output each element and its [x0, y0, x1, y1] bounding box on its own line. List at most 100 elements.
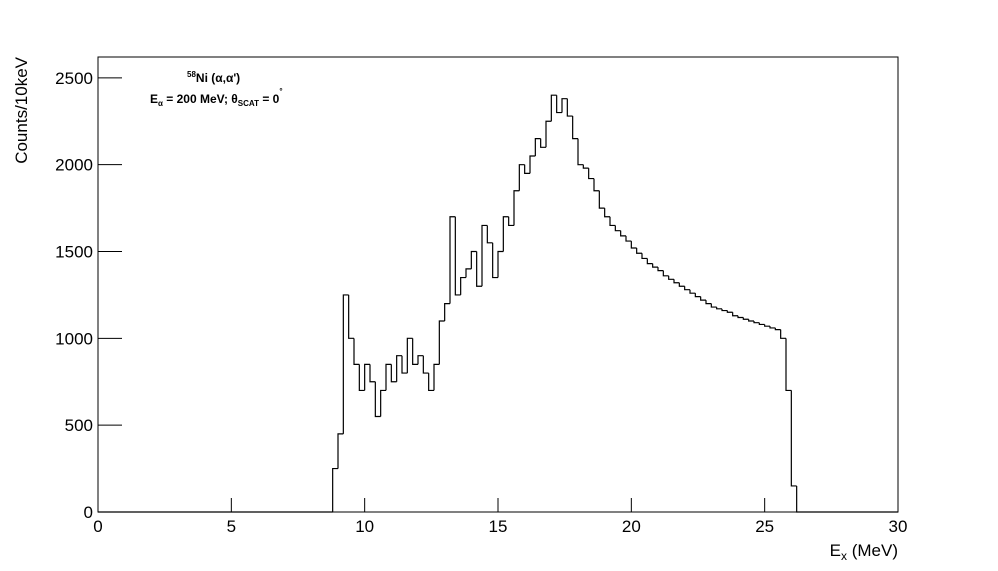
histogram-bin	[433, 363, 440, 391]
histogram-bin	[550, 94, 557, 122]
annotation-1: 58Ni (α,α')	[187, 70, 240, 85]
histogram-bin	[518, 164, 525, 191]
histogram-bin	[396, 355, 402, 382]
histogram-bin	[577, 138, 584, 166]
histogram-bin	[566, 98, 573, 117]
histogram-bin	[470, 250, 477, 269]
histogram-bin	[646, 258, 653, 265]
histogram-bin	[662, 270, 669, 277]
histogram-bin	[737, 315, 744, 319]
histogram-bin	[524, 164, 530, 174]
x-tick-label: 5	[227, 517, 236, 536]
histogram-bin	[641, 253, 648, 260]
histogram-bin	[561, 98, 568, 113]
histogram-bin	[796, 485, 898, 513]
histogram-bin	[630, 241, 637, 249]
x-axis-label: Ex (MeV)	[830, 541, 898, 563]
histogram-bin	[556, 95, 562, 114]
x-tick-label: 25	[755, 517, 774, 536]
histogram-bin	[625, 235, 632, 242]
x-tick-label: 30	[889, 517, 908, 536]
histogram-bin	[710, 303, 717, 308]
histogram-bin	[694, 293, 701, 298]
histogram-bin	[342, 294, 349, 434]
y-tick-label: 1000	[55, 329, 93, 348]
histogram-bin	[689, 289, 696, 294]
histogram-bin	[454, 216, 461, 296]
histogram-bin	[380, 389, 386, 417]
histogram-bin	[769, 326, 776, 329]
histogram-bin	[598, 190, 605, 209]
histogram-bin	[502, 216, 509, 252]
histogram-bin	[513, 190, 520, 226]
y-tick-label: 1500	[55, 243, 93, 262]
histogram-bin	[422, 355, 429, 374]
histogram-bin	[428, 373, 434, 392]
histogram-bin	[636, 248, 642, 254]
x-tick-label: 20	[622, 517, 641, 536]
histogram-bin	[790, 390, 797, 487]
y-tick-label: 500	[65, 416, 93, 435]
histogram-bin	[774, 327, 781, 331]
histogram-bin	[374, 381, 381, 418]
histogram-bin	[700, 296, 706, 301]
histogram-bin	[764, 324, 770, 327]
histogram-bin	[758, 322, 765, 326]
x-tick-label: 15	[489, 517, 508, 536]
histogram-bin	[406, 337, 413, 374]
histogram-bin	[438, 320, 445, 365]
histogram-bin	[465, 268, 472, 278]
histogram-bin	[604, 208, 610, 218]
histogram-bin	[481, 224, 488, 287]
histogram-bin	[742, 317, 749, 320]
histogram-bin	[476, 251, 482, 287]
y-tick-label: 0	[84, 503, 93, 522]
histogram-bin	[620, 230, 626, 237]
histogram-bin	[385, 363, 392, 391]
histogram-bin	[508, 216, 514, 227]
histogram-bin	[332, 467, 338, 512]
y-tick-label: 2000	[55, 156, 93, 175]
histogram-bin	[668, 275, 674, 280]
histogram-bin	[401, 355, 408, 374]
histogram-bin	[748, 319, 754, 322]
histogram-bin	[358, 364, 365, 392]
histogram-bin	[657, 267, 664, 272]
histogram-bin	[337, 433, 344, 469]
histogram-bin	[785, 338, 792, 392]
x-tick-label: 0	[93, 517, 102, 536]
histogram-bin	[460, 276, 466, 295]
histogram-bin	[721, 308, 728, 312]
histogram-bin	[390, 364, 397, 383]
histogram-bin	[593, 178, 600, 192]
histogram-bin	[364, 363, 370, 391]
histogram-bin	[540, 138, 546, 148]
annotation-2: Eα = 200 MeV; θSCAT = 0°	[150, 87, 283, 108]
histogram-bin	[449, 216, 456, 304]
y-axis-label: Counts/10keV	[12, 56, 31, 163]
histogram-bin	[684, 286, 690, 291]
histogram-bin	[497, 250, 504, 278]
y-tick-label: 2500	[55, 69, 93, 88]
histogram-bin	[652, 263, 658, 268]
histogram-bin	[572, 116, 578, 140]
histogram-bin	[614, 225, 621, 232]
histogram-bin	[609, 216, 616, 227]
histogram-bin	[716, 307, 722, 310]
histogram-bin	[588, 168, 594, 180]
histogram-bin	[348, 294, 354, 339]
histogram-bin	[492, 242, 498, 279]
histogram-bin	[486, 225, 493, 244]
histogram-bin	[417, 355, 424, 365]
histogram-bin	[705, 300, 712, 305]
histogram-bin	[444, 303, 450, 321]
histogram-bin	[726, 310, 733, 313]
histogram-bin	[353, 338, 360, 365]
x-tick-label: 10	[355, 517, 374, 536]
histogram-bin	[412, 338, 418, 365]
histogram-bin	[369, 364, 376, 383]
histogram-bin	[534, 138, 541, 156]
histogram-bin	[545, 120, 552, 148]
